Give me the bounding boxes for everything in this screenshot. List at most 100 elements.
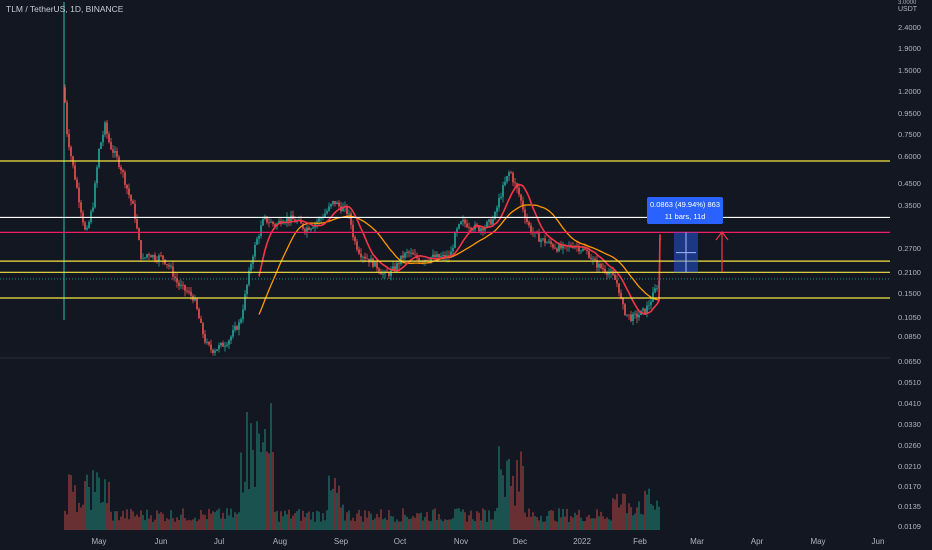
volume-bar	[498, 446, 500, 530]
volume-bar	[616, 493, 618, 530]
volume-bar	[144, 520, 146, 530]
volume-bar	[198, 519, 200, 530]
candle-body	[388, 272, 390, 276]
volume-bar	[654, 509, 656, 530]
volume-bar	[264, 428, 266, 530]
volume-bar	[284, 510, 286, 530]
volume-bar	[524, 512, 526, 530]
candle-body	[402, 255, 404, 258]
candle-body	[342, 206, 344, 212]
volume-bar	[132, 511, 134, 530]
volume-bar	[626, 513, 628, 530]
volume-bar	[590, 518, 592, 530]
volume-bar	[330, 490, 332, 530]
volume-bar	[150, 515, 152, 530]
candle-body	[548, 241, 550, 243]
volume-bar	[118, 520, 120, 530]
candle-body	[258, 235, 260, 239]
volume-bar	[98, 477, 100, 530]
volume-bar	[508, 458, 510, 530]
volume-bar	[600, 511, 602, 530]
volume-bar	[470, 510, 472, 530]
volume-tick-label: 0.0510	[898, 378, 921, 387]
volume-bar	[448, 519, 450, 530]
candle-body	[136, 219, 138, 229]
candle-body	[306, 227, 308, 233]
volume-bar	[218, 508, 220, 530]
volume-bar	[540, 515, 542, 530]
candle-body	[542, 238, 544, 240]
volume-bar	[368, 511, 370, 530]
volume-bar	[558, 508, 560, 530]
candle-body	[332, 200, 334, 204]
candle-body	[184, 284, 186, 291]
candle-body	[240, 319, 242, 323]
candle-body	[370, 258, 372, 263]
measure-label-box	[647, 197, 723, 224]
volume-bar	[336, 492, 338, 530]
time-axis-label: Jul	[214, 537, 224, 546]
candle-body	[104, 122, 106, 135]
candle-body	[88, 222, 90, 228]
volume-bar	[384, 518, 386, 530]
candle-body	[254, 244, 256, 257]
volume-bar	[92, 470, 94, 530]
volume-bar	[358, 509, 360, 530]
time-axis-label: Feb	[633, 537, 647, 546]
candle-body	[616, 279, 618, 284]
candle-body	[362, 256, 364, 258]
candle-body	[94, 183, 96, 208]
volume-bar	[346, 512, 348, 530]
volume-bar	[146, 509, 148, 530]
volume-bar	[256, 421, 258, 530]
volume-bar	[270, 403, 272, 530]
price-axis-bg	[890, 0, 932, 550]
time-axis-label: Apr	[751, 537, 764, 546]
candle-body	[486, 221, 488, 227]
volume-bar	[618, 507, 620, 530]
volume-bar	[124, 518, 126, 530]
volume-bar	[568, 521, 570, 530]
volume-bar	[630, 507, 632, 530]
volume-bar	[86, 474, 88, 530]
volume-bar	[194, 517, 196, 530]
price-tick-label: 1.5000	[898, 66, 921, 75]
candle-body	[112, 149, 114, 153]
candle-body	[218, 345, 220, 350]
candle-body	[66, 102, 68, 134]
volume-bar	[102, 501, 104, 530]
volume-bar	[116, 511, 118, 530]
volume-bar	[114, 511, 116, 530]
volume-bar	[234, 512, 236, 530]
candle-body	[528, 222, 530, 226]
candle-body	[632, 314, 634, 321]
volume-bar	[226, 508, 228, 530]
volume-bar	[228, 515, 230, 530]
candle-body	[134, 203, 136, 220]
volume-bar	[570, 516, 572, 530]
volume-bar	[472, 519, 474, 530]
candle-body	[502, 185, 504, 197]
volume-bar	[352, 517, 354, 530]
candle-body	[500, 196, 502, 199]
candle-body	[382, 273, 384, 275]
candle-body	[462, 219, 464, 222]
volume-bar	[190, 520, 192, 530]
volume-bar	[354, 521, 356, 530]
volume-bar	[106, 503, 108, 530]
candle-body	[656, 288, 658, 289]
candle-body	[380, 271, 382, 275]
volume-bar	[386, 519, 388, 530]
volume-bar	[634, 513, 636, 530]
volume-bar	[404, 514, 406, 530]
volume-bar	[258, 433, 260, 530]
candle-body	[556, 248, 558, 252]
volume-bar	[566, 508, 568, 530]
volume-tick-label: 0.0135	[898, 502, 921, 511]
volume-bar	[542, 521, 544, 530]
volume-bar	[412, 516, 414, 530]
candle-body	[212, 349, 214, 353]
candle-body	[518, 187, 520, 195]
volume-bar	[556, 521, 558, 530]
